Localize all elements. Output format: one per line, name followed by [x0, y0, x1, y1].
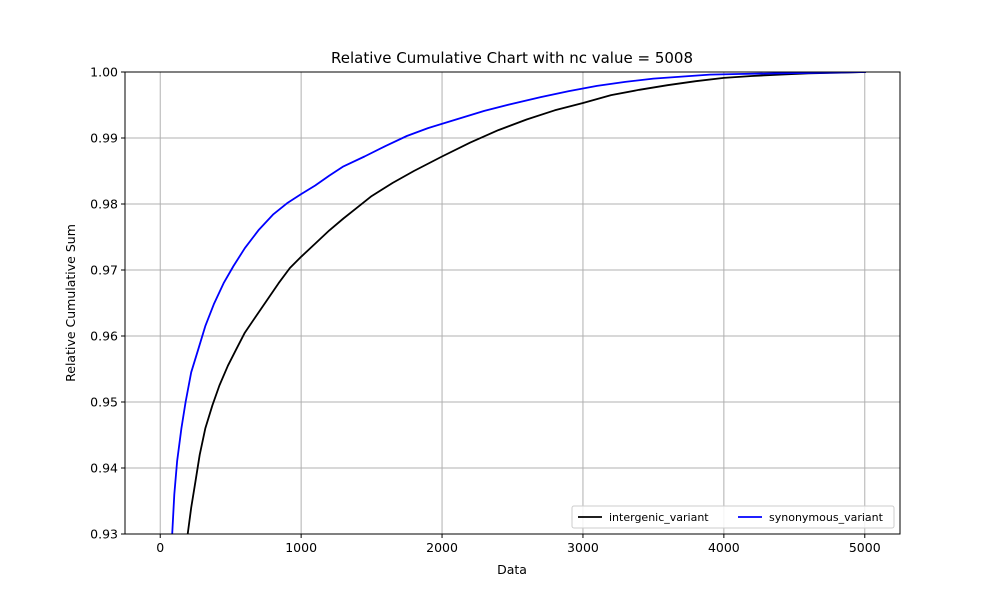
legend-label-intergenic_variant: intergenic_variant	[609, 511, 709, 524]
x-tick-label: 0	[156, 540, 164, 555]
series-layer	[171, 72, 866, 534]
legend-label-synonymous_variant: synonymous_variant	[769, 511, 884, 524]
x-tick-label: 1000	[285, 540, 317, 555]
legend: intergenic_variant synonymous_variant	[571, 505, 895, 529]
y-tick-label: 0.94	[90, 461, 118, 476]
x-tick-label: 4000	[708, 540, 740, 555]
y-tick-label: 0.93	[90, 527, 118, 542]
y-tick-label: 0.99	[90, 131, 118, 146]
series-line-synonymous_variant	[171, 72, 866, 534]
y-axis-label: Relative Cumulative Sum	[63, 224, 78, 382]
x-tick-label: 2000	[426, 540, 458, 555]
y-axis-ticks: 0.93 0.94 0.95 0.96 0.97 0.98 0.99 1.00	[90, 65, 125, 542]
x-axis-ticks: 0 1000 2000 3000 4000 5000	[156, 534, 881, 555]
x-axis-label: Data	[497, 562, 527, 577]
plot-frame	[124, 71, 901, 535]
x-tick-label: 3000	[567, 540, 599, 555]
legend-box	[571, 505, 895, 529]
x-tick-label: 5000	[849, 540, 881, 555]
y-tick-label: 0.96	[90, 329, 118, 344]
y-tick-label: 1.00	[90, 65, 118, 80]
y-tick-label: 0.98	[90, 197, 118, 212]
y-tick-label: 0.97	[90, 263, 118, 278]
series-line-intergenic_variant	[186, 72, 866, 534]
y-tick-label: 0.95	[90, 395, 118, 410]
chart-title: Relative Cumulative Chart with nc value …	[331, 49, 693, 67]
